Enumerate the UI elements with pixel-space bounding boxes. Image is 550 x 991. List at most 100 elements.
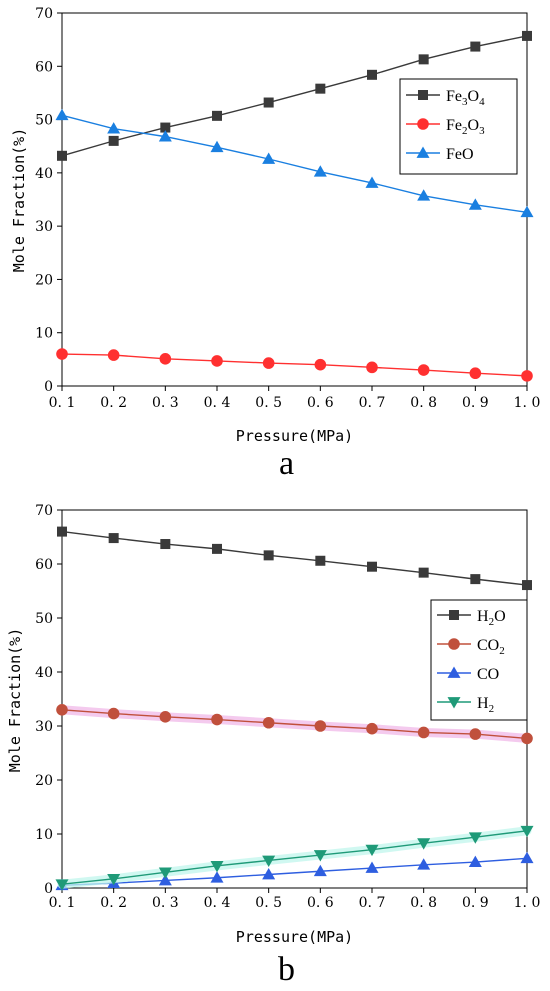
data-point [262,152,276,164]
data-point [417,364,430,376]
data-point [211,713,223,726]
x-tick-label: 0. 5 [255,895,282,911]
series-H2O [57,526,532,591]
legend-label: CO [477,666,499,683]
x-tick-label: 0. 4 [204,895,231,911]
legend-entry: H2O [437,608,506,628]
series-line [61,114,528,213]
chart-panel-a: 0 10 20 30 40 50 60 70 0. 1 0. 2 0. 3 0. 4 0. 5 0. 6 0… [10,6,540,482]
x-tick-label: 0. 9 [462,395,489,411]
data-point [314,358,327,371]
series-line [61,709,528,740]
data-point [315,83,326,94]
legend-label: Fe2O3 [446,117,485,137]
data-point [57,526,67,537]
chart-panel-b: 0 10 20 30 40 50 60 70 0. 1 0. 2 0. 3 0. 4 0. 5 0. 6 0… [6,503,540,988]
legend-swatch-marker [447,666,461,678]
data-point [315,555,326,566]
data-point [367,69,377,80]
panel-label: a [279,445,294,482]
data-point [469,367,482,380]
y-tick-label: 20 [35,272,53,288]
data-point [418,567,429,578]
data-point [55,108,69,121]
data-point [212,543,222,554]
data-point [262,868,276,880]
data-point [211,355,223,367]
data-point [158,873,172,886]
data-point [263,550,274,561]
legend-entry: CO [437,666,499,683]
series-Fe3O4 [57,30,532,161]
data-point [107,873,121,886]
y-axis-title: Mole Fraction(%) [10,128,28,273]
legend-entry: Fe3O4 [406,88,485,108]
data-point [158,130,172,142]
x-tick-label: 0. 7 [359,395,386,411]
x-tick-label: 0. 4 [204,395,231,411]
x-tick-label: 0. 6 [307,895,334,911]
y-tick-label: 20 [35,773,53,789]
series-H2 [55,825,534,891]
y-tick-label: 0 [44,881,53,897]
data-point [521,732,533,745]
legend-label: H2 [477,695,494,715]
panel-label: b [278,951,295,988]
data-point [160,539,171,550]
y-tick-label: 30 [35,219,53,235]
x-tick-label: 0. 8 [410,895,437,911]
legend-entry: CO2 [437,637,505,657]
legend: H2O CO2 CO H2 [430,599,528,721]
y-tick-label: 70 [35,503,53,519]
data-point [417,838,431,850]
data-point [417,726,430,739]
data-point [160,122,171,133]
data-point [158,867,172,879]
data-point [417,858,431,870]
data-point [107,122,121,134]
data-point [365,861,379,873]
data-point [520,825,534,838]
x-tick-label: 0. 2 [100,895,127,911]
y-tick-label: 40 [35,665,53,681]
x-tick-label: 0. 3 [152,395,179,411]
data-point [468,855,482,867]
data-point [210,871,224,883]
x-tick-label: 0. 2 [100,395,127,411]
legend-entry: FeO [406,146,474,163]
legend-entry: Fe2O3 [406,117,485,137]
y-tick-label: 0 [44,379,53,395]
y-tick-label: 10 [35,827,53,843]
data-point [210,860,224,873]
x-tick-label: 0. 1 [49,395,76,411]
data-point [159,711,172,723]
x-axis-title: Pressure(MPa) [236,928,353,946]
data-point [313,850,327,862]
series-Fe2O3 [56,348,533,382]
data-point [522,30,532,41]
legend-entry: H2 [437,695,494,715]
x-tick-label: 0. 3 [152,895,179,911]
y-tick-label: 70 [35,6,53,22]
data-point [365,176,379,188]
data-point [108,135,119,146]
data-point [212,110,222,121]
x-tick-label: 1. 0 [514,395,541,411]
data-point [210,140,224,153]
series-FeO [55,108,534,218]
legend-swatch-marker [447,697,461,709]
legend-swatch-marker [448,638,460,650]
data-point [468,832,482,844]
data-point [366,361,378,374]
data-point [365,844,379,857]
y-tick-label: 50 [35,611,53,627]
data-point [262,855,276,867]
series-line [61,353,528,377]
y-tick-label: 50 [35,113,53,129]
data-point [108,533,119,544]
data-point [520,205,534,218]
x-tick-label: 0. 8 [410,395,437,411]
legend-swatch-marker [417,118,429,130]
data-point [56,348,68,360]
